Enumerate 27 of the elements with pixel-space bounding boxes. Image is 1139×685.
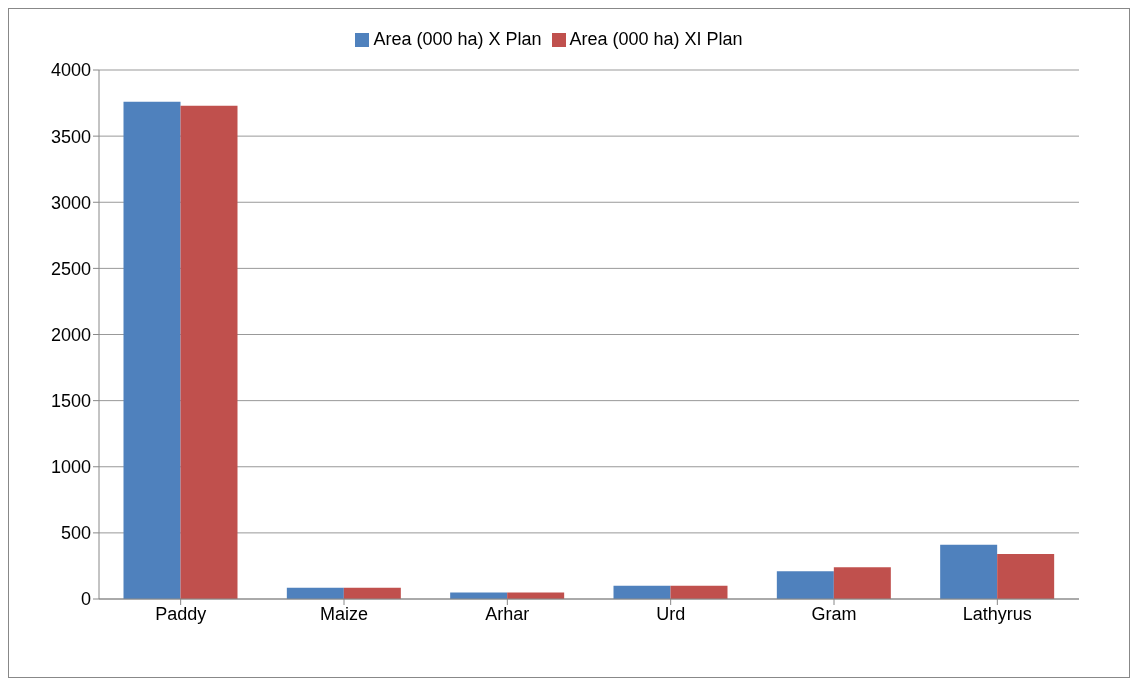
y-tick-label: 3000 <box>50 192 91 213</box>
bar <box>940 544 998 599</box>
bar <box>670 585 728 599</box>
x-tick-label: Paddy <box>155 603 207 624</box>
x-tick-label: Maize <box>319 603 369 624</box>
legend-label: Area (000 ha) XI Plan <box>569 29 743 49</box>
bar <box>833 567 891 599</box>
y-tick-label: 4000 <box>50 60 91 81</box>
bar <box>450 592 508 599</box>
x-tick-label: Lathyrus <box>962 603 1032 624</box>
y-tick-label: 2500 <box>50 258 91 279</box>
y-tick-label: 0 <box>80 589 91 610</box>
bar <box>180 105 238 599</box>
x-tick-label: Gram <box>811 603 857 624</box>
y-tick-label: 1500 <box>50 391 91 412</box>
bar <box>123 101 181 599</box>
bar <box>507 592 565 599</box>
x-tick-label: Arhar <box>485 603 530 624</box>
bar <box>776 571 834 599</box>
legend-label: Area (000 ha) X Plan <box>373 29 542 49</box>
y-tick-label: 500 <box>60 523 91 544</box>
y-tick-label: 2000 <box>50 324 91 345</box>
y-tick-label: 3500 <box>50 126 91 147</box>
y-tick-label: 1000 <box>50 457 91 478</box>
bar <box>997 554 1055 599</box>
x-tick-label: Urd <box>656 603 686 624</box>
bar <box>613 585 671 599</box>
